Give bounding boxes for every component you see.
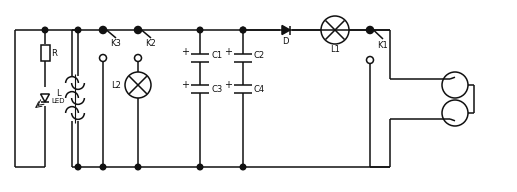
Circle shape	[99, 26, 107, 33]
Text: C1: C1	[211, 51, 222, 60]
Text: C4: C4	[254, 84, 265, 94]
Circle shape	[100, 27, 106, 33]
Text: +: +	[224, 47, 232, 57]
Circle shape	[75, 27, 81, 33]
Text: L: L	[56, 89, 60, 98]
Text: D: D	[282, 37, 288, 46]
Text: L1: L1	[330, 46, 340, 55]
Circle shape	[42, 27, 48, 33]
Circle shape	[197, 164, 203, 170]
Text: R: R	[51, 49, 57, 57]
Text: L2: L2	[111, 80, 121, 89]
Circle shape	[197, 27, 203, 33]
Text: C3: C3	[211, 84, 222, 94]
Text: LED: LED	[51, 98, 65, 104]
Text: +: +	[224, 80, 232, 90]
Text: C2: C2	[254, 51, 265, 60]
Circle shape	[240, 27, 246, 33]
Bar	[40, 45, 50, 61]
Circle shape	[134, 55, 142, 61]
Text: +: +	[181, 80, 189, 90]
Circle shape	[134, 26, 142, 33]
Text: +: +	[181, 47, 189, 57]
Text: K2: K2	[145, 40, 156, 49]
Circle shape	[367, 27, 373, 33]
Circle shape	[100, 164, 106, 170]
Circle shape	[367, 56, 373, 64]
Circle shape	[135, 164, 141, 170]
Circle shape	[240, 27, 246, 33]
Circle shape	[240, 164, 246, 170]
Text: K3: K3	[110, 40, 121, 49]
Circle shape	[75, 164, 81, 170]
Circle shape	[367, 26, 373, 33]
Circle shape	[135, 27, 141, 33]
Text: K1: K1	[377, 41, 388, 50]
Circle shape	[99, 55, 107, 61]
Polygon shape	[282, 26, 290, 35]
